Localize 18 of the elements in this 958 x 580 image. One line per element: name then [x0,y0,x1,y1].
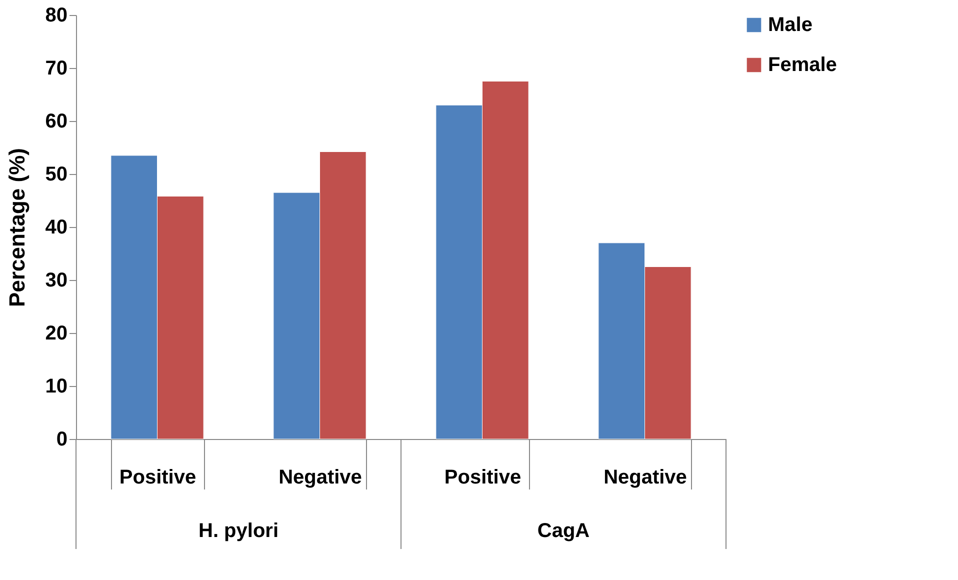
y-tick-label: 40 [45,216,68,238]
legend-label: Female [768,54,837,76]
y-tick-label: 50 [45,164,68,186]
y-tick-label: 70 [45,58,68,80]
y-tick-label: 30 [45,270,68,292]
y-tick-label: 10 [45,376,68,398]
x-tick-label: Positive [444,466,522,488]
y-tick-label: 20 [45,322,68,344]
x-tick-label: Negative [604,466,687,488]
x-tick-label: Negative [278,466,362,488]
text: H. pylori [198,520,279,542]
y-tick-label: 80 [45,4,68,26]
x-tick-label: Positive [119,466,196,488]
y-tick-label: 60 [45,110,68,132]
text: CagA [537,520,590,542]
y-axis-title: Percentage (%) [4,148,30,307]
legend-label: Male [768,14,812,36]
y-tick-label: 0 [56,428,68,450]
